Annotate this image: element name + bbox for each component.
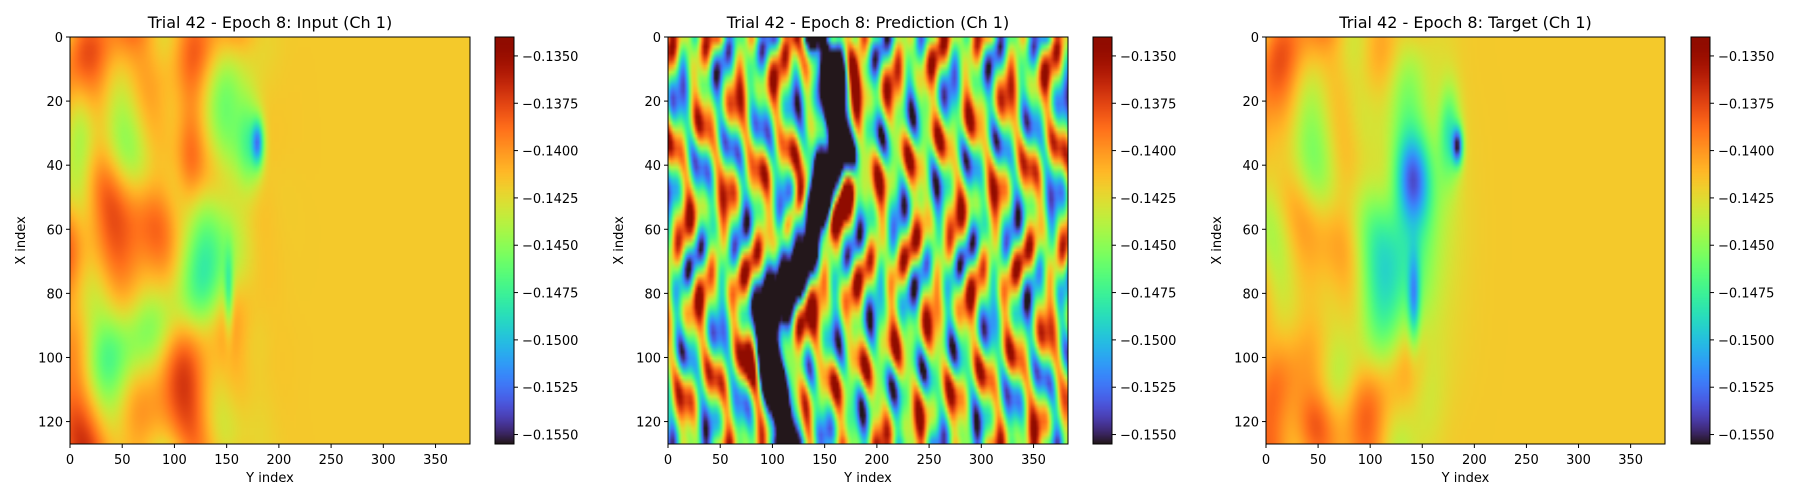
y-axis-label: X index <box>14 216 29 265</box>
y-tick-label: 80 <box>644 287 661 302</box>
x-tick-label: 200 <box>1462 453 1487 468</box>
x-tick-label: 50 <box>114 453 131 468</box>
x-tick-label: 100 <box>760 453 785 468</box>
x-tick-label: 300 <box>1566 453 1591 468</box>
x-tick-label: 50 <box>1310 453 1327 468</box>
y-tick-label: 20 <box>1242 95 1259 110</box>
colorbar-tick-label: −0.1375 <box>1120 97 1176 112</box>
colorbar-tick-label: −0.1550 <box>1120 429 1176 444</box>
colorbar-tick-label: −0.1500 <box>1120 334 1176 349</box>
colorbar-tick-label: −0.1550 <box>1718 429 1774 444</box>
plot-frame <box>69 36 471 445</box>
y-tick-label: 120 <box>38 416 63 431</box>
x-tick-label: 250 <box>1514 453 1539 468</box>
y-tick-label: 80 <box>1242 287 1259 302</box>
colorbar-tick-label: −0.1375 <box>1718 97 1774 112</box>
panel-2: Trial 42 - Epoch 8: Prediction (Ch 1) 0 50… <box>612 13 1176 486</box>
colorbar-tick-label: −0.1450 <box>522 239 578 254</box>
chart-title: Trial 42 - Epoch 8: Input (Ch 1) <box>147 13 392 32</box>
y-tick-label: 20 <box>644 95 661 110</box>
colorbar-frame <box>1092 36 1113 445</box>
y-tick-label: 0 <box>1251 31 1259 46</box>
x-tick-label: 150 <box>1410 453 1435 468</box>
colorbar-tick-label: −0.1450 <box>1120 239 1176 254</box>
x-tick-label: 100 <box>162 453 187 468</box>
y-tick-label: 60 <box>46 223 63 238</box>
colorbar-tick-label: −0.1525 <box>1120 381 1176 396</box>
x-tick-label: 150 <box>214 453 239 468</box>
x-tick-label: 200 <box>864 453 889 468</box>
colorbar-tick-label: −0.1475 <box>1120 287 1176 302</box>
colorbar-tick-label: −0.1350 <box>1718 50 1774 65</box>
x-tick-label: 300 <box>969 453 994 468</box>
x-tick-label: 350 <box>1618 453 1643 468</box>
colorbar <box>495 37 514 444</box>
x-tick-label: 350 <box>423 453 448 468</box>
colorbar-tick-label: −0.1500 <box>1718 334 1774 349</box>
x-axis-label: Y index <box>1441 471 1490 486</box>
heatmap-image <box>1266 37 1665 444</box>
y-tick-label: 100 <box>38 351 63 366</box>
x-axis-label: Y index <box>245 471 294 486</box>
colorbar-tick-label: −0.1475 <box>522 287 578 302</box>
colorbar-tick-label: −0.1400 <box>1120 145 1176 160</box>
colorbar-frame <box>1690 36 1711 445</box>
y-axis-label: X index <box>612 216 627 265</box>
y-tick-label: 120 <box>636 416 661 431</box>
x-tick-label: 0 <box>1262 453 1270 468</box>
plot-frame <box>667 36 1069 445</box>
colorbar-tick-label: −0.1425 <box>522 192 578 207</box>
y-tick-label: 80 <box>46 287 63 302</box>
x-tick-label: 250 <box>917 453 942 468</box>
y-tick-label: 120 <box>1234 416 1259 431</box>
x-tick-label: 150 <box>812 453 837 468</box>
y-tick-label: 0 <box>653 31 661 46</box>
x-tick-label: 0 <box>664 453 672 468</box>
y-tick-label: 100 <box>1234 351 1259 366</box>
x-tick-label: 0 <box>66 453 74 468</box>
colorbar-tick-label: −0.1400 <box>1718 145 1774 160</box>
colorbar-tick-label: −0.1500 <box>522 334 578 349</box>
y-tick-label: 40 <box>46 159 63 174</box>
x-axis-label: Y index <box>843 471 892 486</box>
heatmap-image <box>70 37 470 444</box>
x-tick-label: 350 <box>1021 453 1046 468</box>
panel-3: Trial 42 - Epoch 8: Target (Ch 1) 0 50 100 1… <box>1210 13 1774 486</box>
chart-title: Trial 42 - Epoch 8: Target (Ch 1) <box>1338 13 1591 32</box>
colorbar-tick-label: −0.1400 <box>522 145 578 160</box>
x-tick-label: 250 <box>319 453 344 468</box>
colorbar-tick-label: −0.1525 <box>1718 381 1774 396</box>
x-tick-label: 100 <box>1358 453 1383 468</box>
colorbar-tick-label: −0.1350 <box>1120 50 1176 65</box>
x-tick-label: 50 <box>712 453 729 468</box>
colorbar <box>1093 37 1112 444</box>
colorbar-tick-label: −0.1450 <box>1718 239 1774 254</box>
colorbar-frame <box>494 36 515 445</box>
y-tick-label: 40 <box>644 159 661 174</box>
y-tick-label: 60 <box>644 223 661 238</box>
y-tick-label: 100 <box>636 351 661 366</box>
colorbar-tick-label: −0.1350 <box>522 50 578 65</box>
colorbar <box>1691 37 1710 444</box>
y-tick-label: 0 <box>55 31 63 46</box>
colorbar-tick-label: −0.1550 <box>522 429 578 444</box>
y-tick-label: 20 <box>46 95 63 110</box>
plot-frame <box>1265 36 1666 445</box>
colorbar-tick-label: −0.1375 <box>522 97 578 112</box>
colorbar-tick-label: −0.1525 <box>522 381 578 396</box>
colorbar-tick-label: −0.1475 <box>1718 287 1774 302</box>
heatmap-image <box>668 37 1068 444</box>
panel-1: Trial 42 - Epoch 8: Input (Ch 1) 0 50 100 15… <box>14 13 578 486</box>
chart-title: Trial 42 - Epoch 8: Prediction (Ch 1) <box>726 13 1009 32</box>
y-tick-label: 40 <box>1242 159 1259 174</box>
x-tick-label: 200 <box>266 453 291 468</box>
colorbar-tick-label: −0.1425 <box>1120 192 1176 207</box>
x-tick-label: 300 <box>371 453 396 468</box>
colorbar-tick-label: −0.1425 <box>1718 192 1774 207</box>
y-tick-label: 60 <box>1242 223 1259 238</box>
y-axis-label: X index <box>1210 216 1225 265</box>
